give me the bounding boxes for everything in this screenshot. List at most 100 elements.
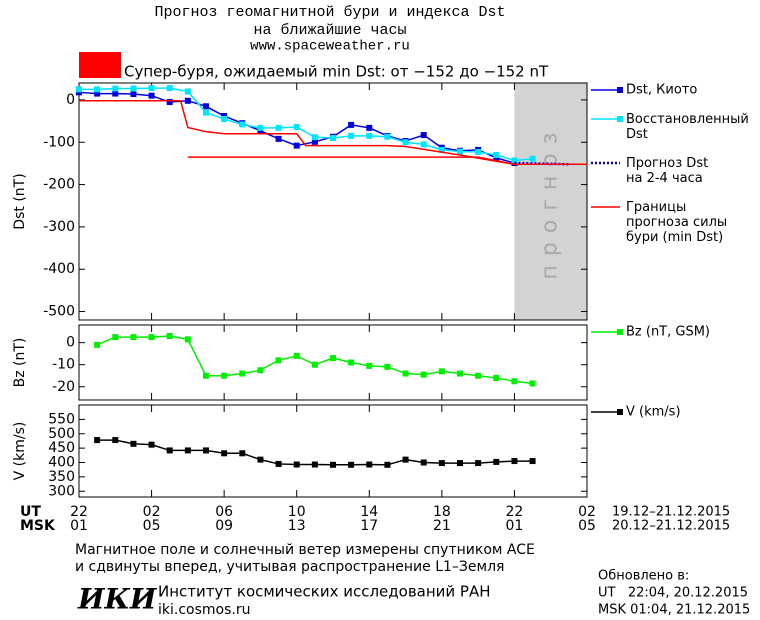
data-point: [384, 363, 391, 370]
data-point: [475, 372, 482, 379]
data-point: [420, 459, 427, 466]
data-point: [293, 461, 300, 468]
x-tick-label: 13: [288, 518, 306, 534]
data-point: [384, 461, 391, 468]
data-point: [330, 355, 336, 362]
data-point: [493, 374, 500, 381]
forecast-label: прогноз: [538, 124, 563, 280]
y-tick-label: -100: [43, 134, 75, 150]
legend-marker: [617, 116, 623, 122]
data-point: [203, 372, 209, 379]
data-point: [402, 139, 409, 146]
y-tick-label: 0: [66, 92, 75, 108]
data-point: [311, 361, 318, 368]
data-point: [148, 92, 155, 99]
data-point: [330, 461, 336, 468]
legend-label: Прогноз Dst на 2-4 часа: [626, 156, 708, 186]
data-point: [166, 99, 173, 106]
series-line: [79, 100, 587, 166]
x-tick-label: 10: [288, 504, 306, 520]
alert-text: Супер-буря, ожидаемый min Dst: от −152 д…: [124, 63, 549, 81]
legend-marker: [617, 329, 623, 335]
data-point: [112, 437, 119, 444]
legend-label: Bz (nT, GSM): [626, 325, 710, 340]
url: www.spaceweather.ru: [250, 39, 410, 55]
data-point: [529, 380, 536, 387]
data-point: [330, 135, 336, 142]
data-point: [384, 133, 391, 140]
data-point: [275, 357, 282, 364]
data-point: [257, 124, 264, 131]
data-point: [239, 450, 246, 457]
data-point: [184, 88, 191, 95]
data-point: [311, 138, 318, 145]
data-point: [275, 124, 282, 131]
updated-label: Обновлено в:: [598, 569, 689, 584]
legend-marker: [617, 87, 623, 93]
y-tick-label: 500: [48, 426, 75, 442]
x-tick-label: 06: [215, 504, 233, 520]
title: Прогноз геомагнитной бури и индекса Dst: [154, 4, 505, 21]
data-point: [493, 458, 500, 465]
series-line: [96, 335, 533, 385]
data-point: [366, 124, 373, 131]
data-point: [130, 85, 137, 92]
data-point: [94, 437, 101, 444]
data-point: [293, 142, 300, 149]
data-point: [402, 370, 409, 377]
data-point: [348, 132, 355, 139]
data-point: [239, 121, 246, 128]
y-tick-label: 450: [48, 440, 75, 456]
logo: ИКИ: [77, 583, 158, 616]
subtitle: на ближайшие часы: [253, 22, 406, 39]
data-point: [130, 334, 137, 341]
plot-frame: [78, 324, 588, 401]
data-point: [94, 90, 101, 97]
x-tick-label: 02: [143, 504, 161, 520]
data-point: [529, 155, 536, 162]
data-point: [148, 334, 155, 341]
data-point: [184, 336, 191, 343]
data-point: [475, 148, 482, 155]
data-point: [112, 334, 119, 341]
x-tick-label: 22: [70, 504, 88, 520]
data-point: [112, 85, 119, 92]
x-range: 19.12–21.12.2015: [612, 505, 730, 520]
data-point: [311, 461, 318, 468]
x-range: 20.12–21.12.2015: [612, 519, 730, 534]
data-point: [457, 370, 463, 377]
data-point: [94, 341, 101, 348]
data-point: [293, 352, 300, 359]
data-point: [239, 370, 246, 377]
y-tick-label: -200: [43, 177, 75, 193]
data-point: [166, 85, 173, 92]
y-tick-label: 0: [66, 335, 75, 351]
alert-box: [79, 52, 121, 78]
y-tick-label: -10: [52, 357, 75, 373]
legend-marker: [617, 409, 623, 415]
data-point: [366, 132, 373, 139]
legend-label: V (km/s): [626, 405, 681, 420]
plot-frame: [78, 404, 588, 498]
y-axis-label: Dst (nT): [12, 173, 28, 229]
data-point: [130, 440, 137, 447]
data-point: [475, 460, 482, 467]
data-point: [130, 91, 137, 98]
data-point: [184, 447, 191, 454]
series-line: [97, 439, 533, 466]
data-point: [511, 157, 518, 164]
footer-note: и сдвинуты вперед, учитывая распростране…: [75, 559, 504, 575]
data-point: [311, 134, 318, 141]
legend-label: Границы прогноза силы бури (min Dst): [626, 200, 727, 245]
series-line: [187, 156, 587, 166]
data-point: [148, 441, 155, 448]
x-tick-label: 09: [215, 518, 233, 534]
data-point: [275, 460, 282, 467]
series-line: [79, 87, 533, 162]
plot-frame: [78, 82, 588, 321]
data-point: [257, 456, 264, 463]
data-point: [203, 103, 209, 110]
x-tick-label: 21: [433, 518, 451, 534]
x-tick-label: 18: [433, 504, 451, 520]
